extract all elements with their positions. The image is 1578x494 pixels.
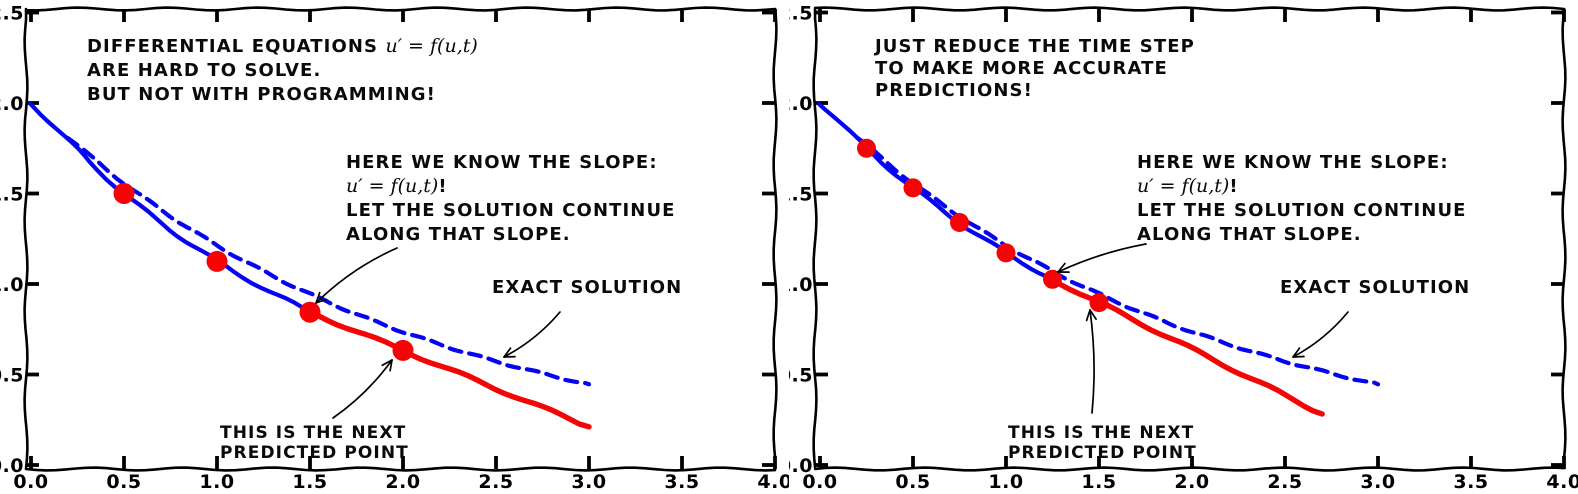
- exact-solution-label-arrowhead: [1292, 347, 1301, 358]
- next-point-label-arrow: [332, 359, 393, 419]
- y-tick-label: 2.0: [0, 93, 24, 115]
- x-tick-label: 1.5: [1081, 471, 1116, 493]
- slope-prediction-line: [307, 308, 592, 430]
- exact-solution-label-arrowhead: [1292, 355, 1305, 358]
- next-point-label-arrowhead: [1089, 309, 1097, 321]
- x-tick-label: 1.0: [199, 471, 234, 493]
- y-tick-label: 1.5: [789, 184, 813, 206]
- x-tick-label: 3.0: [571, 471, 606, 493]
- x-tick-label: 2.0: [385, 471, 420, 493]
- euler-point: [950, 213, 969, 232]
- slope-note-arrow: [1057, 243, 1147, 273]
- y-tick-label: 2.5: [0, 3, 24, 25]
- numerical-solution-line: [28, 101, 313, 315]
- x-tick-label: 2.5: [1267, 471, 1302, 493]
- next-point-label-text: THIS IS THE NEXT PREDICTED POINT: [1008, 423, 1197, 463]
- y-tick-label: 0.0: [789, 455, 813, 477]
- panel-title-text: JUST REDUCE THE TIME STEP TO MAKE MORE AC…: [873, 36, 1195, 101]
- next-point-label-arrow: [1089, 309, 1095, 414]
- slope-note-arrowhead: [1057, 262, 1066, 273]
- y-tick-label: 0.0: [0, 455, 24, 477]
- x-tick-label: 2.0: [1174, 471, 1209, 493]
- euler-point: [903, 178, 923, 198]
- x-tick-label: 3.5: [1453, 471, 1488, 493]
- euler-point: [392, 339, 414, 361]
- euler-point: [299, 301, 321, 323]
- exact-solution-line: [854, 135, 1381, 387]
- panel-title-text: DIFFERENTIAL EQUATIONS u′ = f(u,t) ARE HA…: [87, 35, 478, 105]
- y-tick-label: 2.0: [789, 93, 813, 115]
- y-tick-label: 0.5: [789, 365, 813, 387]
- exact-solution-label-text: EXACT SOLUTION: [1280, 277, 1470, 298]
- y-tick-label: 0.5: [0, 365, 24, 387]
- next-point-label-arrowhead: [1085, 309, 1091, 322]
- y-tick-label: 1.5: [0, 184, 24, 206]
- exact-solution-label-arrow: [1292, 311, 1349, 358]
- slope-note-arrowhead: [315, 298, 328, 304]
- x-tick-label: 4.0: [757, 471, 789, 493]
- exact-solution-label-arrow: [503, 311, 561, 358]
- x-tick-label: 2.5: [478, 471, 513, 493]
- x-tick-label: 3.5: [664, 471, 699, 493]
- slope-note-text: HERE WE KNOW THE SLOPE: u′ = f(u,t)! LET T…: [346, 152, 676, 245]
- x-tick-label: 4.0: [1546, 471, 1578, 493]
- exact-solution-line: [65, 135, 592, 387]
- slope-note-arrowhead: [315, 291, 321, 304]
- numerical-solution-line: [816, 101, 1055, 282]
- exact-solution-label-arrowhead: [503, 347, 512, 358]
- slope-note-arrow: [315, 247, 398, 304]
- x-tick-label: 0.0: [13, 471, 48, 493]
- x-tick-label: 1.0: [988, 471, 1023, 493]
- euler-point: [1089, 293, 1109, 313]
- next-point-label-arrowhead: [381, 359, 393, 367]
- euler-point: [1043, 269, 1062, 289]
- euler-point: [206, 250, 228, 272]
- x-tick-label: 1.5: [292, 471, 327, 493]
- y-tick-label: 2.5: [789, 3, 813, 25]
- x-tick-label: 0.0: [802, 471, 837, 493]
- euler-point: [857, 138, 876, 158]
- x-tick-label: 0.5: [895, 471, 930, 493]
- axes-frame: [23, 6, 778, 472]
- y-tick-label: 1.0: [789, 274, 813, 296]
- plot-panel-right: 0.0 0.5 1.0 1.5 2.0 2.5 3.0 3.5 4.0 0.0 0.5 1.0 1.5 2…: [789, 0, 1578, 494]
- x-tick-label: 3.0: [1360, 471, 1395, 493]
- euler-point: [113, 183, 135, 204]
- euler-point: [996, 243, 1016, 263]
- slope-note-text: HERE WE KNOW THE SLOPE: u′ = f(u,t)! LET T…: [1137, 152, 1467, 245]
- y-tick-label: 1.0: [0, 274, 24, 296]
- plot-panel-left: 0.0 0.5 1.0 1.5 2.0 2.5 3.0 3.5 4.0 0.0 0.5 1.0 1.5 2…: [0, 2, 789, 493]
- next-point-label-arrowhead: [389, 359, 393, 372]
- next-point-label-text: THIS IS THE NEXT PREDICTED POINT: [220, 423, 409, 463]
- x-tick-label: 0.5: [106, 471, 141, 493]
- exact-solution-label-text: EXACT SOLUTION: [492, 277, 682, 298]
